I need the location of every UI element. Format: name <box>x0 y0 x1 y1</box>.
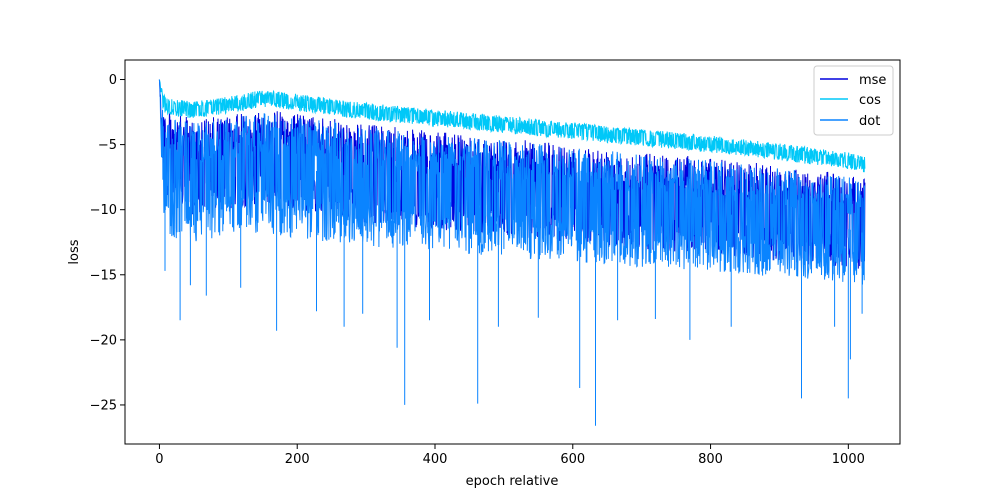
legend-box <box>813 65 894 136</box>
legend: mse cos dot <box>813 65 894 136</box>
series-line-dot <box>158 79 866 426</box>
y-axis-label: loss <box>67 239 82 264</box>
series-line-cos <box>158 79 866 173</box>
plot-frame <box>124 59 901 445</box>
y-tick-label--15: −15 <box>90 268 117 283</box>
legend-label-dot: dot <box>859 114 880 129</box>
legend-label-cos: cos <box>859 93 881 108</box>
x-axis-label: epoch relative <box>466 474 559 489</box>
x-tick-label-0: 0 <box>155 452 163 467</box>
legend-label-mse: mse <box>859 73 886 88</box>
y-tick-label--10: −10 <box>90 203 117 218</box>
y-tick-label-0: 0 <box>109 73 117 88</box>
x-tick-label-400: 400 <box>423 452 448 467</box>
x-tick-label-1000: 1000 <box>832 452 865 467</box>
y-tick-label--25: −25 <box>90 398 117 413</box>
x-axis: 0 200 400 600 800 1000 <box>155 444 865 467</box>
y-axis: 0 −5 −10 −15 −20 −25 <box>90 73 125 413</box>
y-tick-label--5: −5 <box>98 138 117 153</box>
x-tick-label-200: 200 <box>285 452 310 467</box>
x-tick-label-600: 600 <box>560 452 585 467</box>
series-dot <box>158 79 866 426</box>
y-tick-label--20: −20 <box>90 333 117 348</box>
series-cos <box>158 79 866 173</box>
plot-area <box>158 79 866 426</box>
x-tick-label-800: 800 <box>698 452 723 467</box>
